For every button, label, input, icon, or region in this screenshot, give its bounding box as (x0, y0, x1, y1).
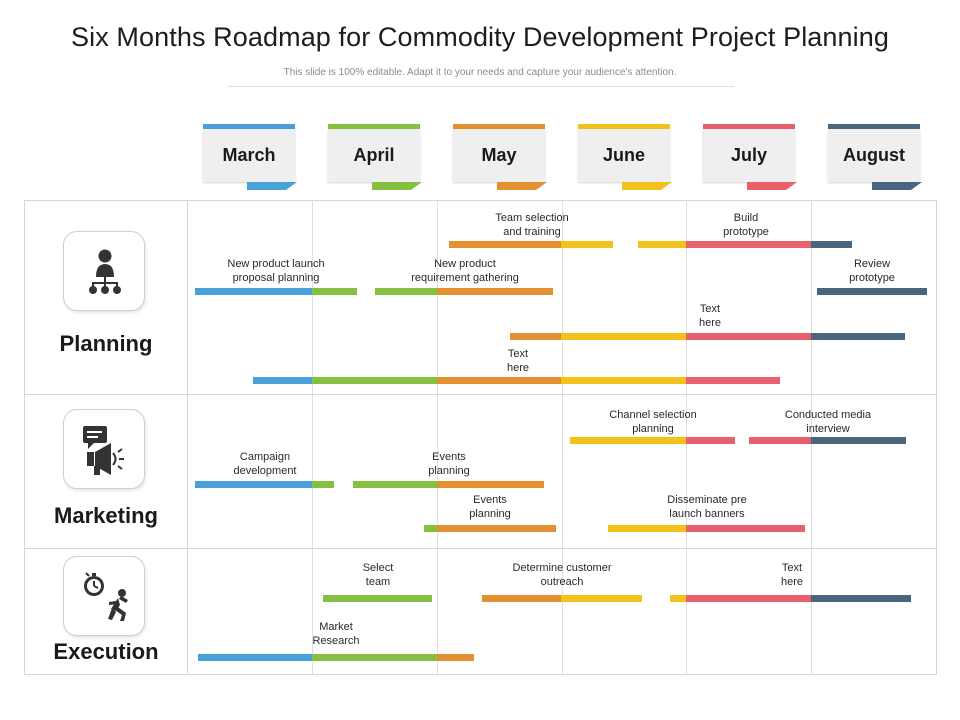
task-label: New product requirement gathering (411, 258, 519, 284)
timeline-bar-segment-august (817, 288, 927, 295)
month-tab-flag (372, 182, 422, 190)
month-tab-top-accent (328, 124, 420, 129)
month-tab-label: April (328, 129, 420, 182)
timeline-bar-segment-june (607, 525, 687, 532)
task-label: Channel selection planning (609, 409, 697, 435)
month-tab-august: August (828, 124, 922, 190)
timeline-bar-segment-may (436, 525, 557, 532)
section-label-planning: Planning (59, 331, 153, 356)
task-label: Review prototype (849, 258, 895, 284)
timeline-bar-segment-may (436, 288, 553, 295)
section-divider (24, 394, 937, 395)
section-label-marketing: Marketing (54, 503, 158, 528)
timeline-bar-segment-july (686, 333, 811, 340)
timeline-bar-segment-july (686, 241, 811, 248)
timeline-bar-segment-april (311, 377, 437, 384)
timeline-bar-segment-july (686, 595, 811, 602)
runner-clock-icon (84, 572, 128, 621)
task-label: Team selection and training (495, 212, 569, 238)
timeline-bar-segment-april (311, 481, 335, 488)
timeline-bar-segment-july (748, 437, 811, 444)
timeline-bar-segment-august (811, 241, 853, 248)
timeline-bar-segment-may (449, 241, 562, 248)
month-tab-flag (622, 182, 672, 190)
timeline-bar-segment-april (311, 288, 357, 295)
timeline-bar-segment-march (198, 654, 312, 661)
grid-divider (562, 200, 563, 675)
timeline-bar-segment-may (510, 333, 562, 340)
grid-divider (437, 200, 438, 675)
timeline-bar-segment-july (686, 377, 780, 384)
task-label: Determine customer outreach (512, 562, 612, 588)
planning-icon-box (63, 231, 145, 311)
month-tab-label: July (703, 129, 795, 182)
timeline-bar-segment-june (561, 333, 687, 340)
month-tab-label: August (828, 129, 920, 182)
task-label: Text here (698, 303, 722, 329)
timeline-bar-segment-march (194, 288, 312, 295)
task-label: New product launch proposal planning (227, 258, 325, 284)
month-tab-may: May (453, 124, 547, 190)
month-tab-top-accent (703, 124, 795, 129)
month-tab-flag (247, 182, 297, 190)
month-tab-flag (747, 182, 797, 190)
task-label: Events planning (428, 451, 470, 477)
month-tab-top-accent (578, 124, 670, 129)
timeline-bar-segment-may (436, 481, 544, 488)
timeline-bar-segment-august (811, 595, 911, 602)
grid-divider (312, 200, 313, 675)
marketing-icon-box (63, 409, 145, 489)
page-subtitle: This slide is 100% editable. Adapt it to… (283, 67, 677, 78)
task-label: Disseminate pre launch banners (667, 494, 747, 520)
timeline-bar-segment-july (686, 525, 805, 532)
timeline-bar-segment-april (424, 525, 437, 532)
task-label: Select team (362, 562, 394, 588)
timeline-bar-segment-april (323, 595, 432, 602)
execution-icon-box (63, 556, 145, 636)
timeline-bar-segment-may (481, 595, 562, 602)
month-tab-march: March (203, 124, 297, 190)
task-label: Build prototype (723, 212, 769, 238)
section-divider (24, 548, 937, 549)
month-tab-april: April (328, 124, 422, 190)
month-tab-top-accent (828, 124, 920, 129)
month-tab-label: March (203, 129, 295, 182)
month-tab-flag (872, 182, 922, 190)
timeline-bar-segment-june (637, 241, 687, 248)
timeline-bar-segment-june (561, 377, 687, 384)
task-label: Text here (780, 562, 804, 588)
task-label: Events planning (469, 494, 511, 520)
page-title: Six Months Roadmap for Commodity Develop… (71, 22, 889, 52)
task-label: Text here (506, 348, 530, 374)
month-tab-top-accent (203, 124, 295, 129)
task-label: Conducted media interview (784, 409, 872, 435)
timeline-bar-segment-august (811, 333, 905, 340)
task-label: Campaign development (233, 451, 297, 477)
month-tab-july: July (703, 124, 797, 190)
timeline-bar-segment-june (670, 595, 687, 602)
section-label-execution: Execution (53, 639, 159, 664)
month-tab-top-accent (453, 124, 545, 129)
org-person-icon (89, 249, 121, 294)
timeline-bar-segment-march (253, 377, 312, 384)
timeline-bar-segment-april (353, 481, 437, 488)
timeline-bar-segment-april (311, 654, 437, 661)
month-tab-flag (497, 182, 547, 190)
timeline-bar-segment-march (194, 481, 312, 488)
timeline-bar-segment-august (811, 437, 906, 444)
megaphone-chat-icon (83, 426, 124, 475)
timeline-bar-segment-june (561, 595, 643, 602)
timeline-bar-segment-june (570, 437, 687, 444)
timeline-bar-segment-june (561, 241, 613, 248)
timeline-bar-segment-may (436, 377, 562, 384)
timeline-bar-segment-april (375, 288, 437, 295)
timeline-bar-segment-july (686, 437, 735, 444)
month-tab-label: June (578, 129, 670, 182)
month-tab-label: May (453, 129, 545, 182)
subtitle-divider (228, 86, 734, 87)
task-label: Market Research (312, 621, 360, 647)
month-tab-june: June (578, 124, 672, 190)
timeline-bar-segment-may (436, 654, 474, 661)
